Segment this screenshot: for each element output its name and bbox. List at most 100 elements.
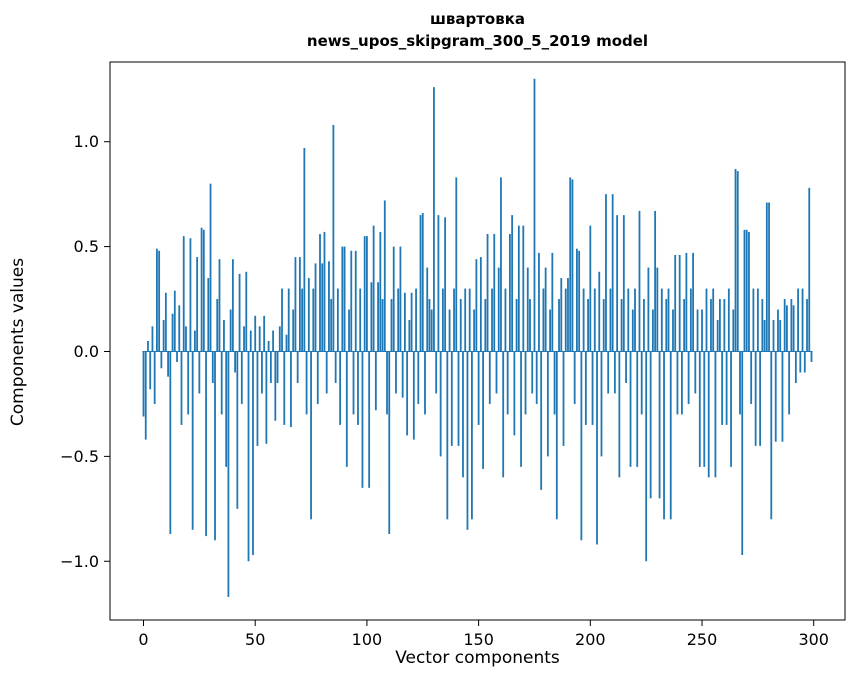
bar [149,351,152,390]
bar [162,320,165,352]
bar [339,351,342,425]
bar [316,351,319,404]
bar [741,351,744,555]
bar [158,250,161,352]
bar [477,351,480,425]
bar [435,351,438,394]
bar [806,299,808,352]
bar [564,288,567,352]
bar [752,288,755,352]
bar [377,282,379,352]
bar [453,288,455,352]
bar [205,351,207,537]
bar [229,309,232,352]
bar [707,351,710,478]
bar [502,351,505,478]
bar [788,351,791,415]
bar [473,309,476,352]
bar [786,305,788,352]
bar [370,282,373,352]
bar [332,124,335,352]
bar [191,351,194,530]
bar [582,288,585,352]
bar [388,351,391,534]
bar [475,259,478,352]
bar [450,351,453,446]
bar [354,250,357,352]
bar [636,351,639,467]
bar [491,288,493,352]
bar [231,259,234,352]
bar [692,252,694,352]
bar [395,351,397,394]
bar [258,326,261,352]
bar [457,351,460,446]
bar [803,351,806,373]
y-axis-label: Components values [8,257,28,427]
bar [202,229,205,352]
bar [185,326,187,352]
bar [725,351,728,425]
bar [672,309,674,352]
x-tick-label: 50 [245,630,265,649]
bar [211,351,214,383]
x-tick-label: 150 [463,630,494,649]
bar [200,227,203,352]
bar [781,351,784,442]
bar [433,87,435,352]
bar [759,351,762,446]
bar [551,252,554,352]
bar [390,299,393,352]
bar [243,326,245,352]
bar [419,215,422,352]
bar [613,351,616,394]
bar [167,351,169,377]
bar [223,320,225,352]
bar [446,351,449,520]
bar [366,236,368,352]
bar [683,299,686,352]
bar [703,351,706,467]
bar [292,309,295,352]
bar [517,225,520,352]
bar [555,351,558,520]
bar [328,261,330,352]
bar [368,351,371,488]
bar [643,299,645,352]
bar [714,351,717,478]
bar [495,351,498,394]
bar [392,246,395,352]
bar [587,299,589,352]
bar [640,351,643,415]
bar [261,351,263,394]
bar [770,351,773,520]
bar [634,288,636,352]
bar [768,202,770,352]
bar [620,299,623,352]
x-axis-label: Vector components [395,648,560,668]
bar [312,288,315,352]
bar [792,305,795,352]
bar [567,278,569,352]
bar [647,267,650,352]
bar [569,177,572,352]
bar [254,315,257,352]
bar [676,351,679,415]
bar [464,288,467,352]
bar [160,351,163,369]
bar [625,351,627,383]
y-tick-label: 0.5 [74,237,99,256]
bar [359,288,362,352]
bar [808,187,811,352]
bar [687,351,690,404]
x-tick-label: 100 [352,630,383,649]
bar [651,309,654,352]
bar [319,234,321,352]
bar [357,351,359,425]
bar [600,351,603,457]
bar [153,351,156,404]
bar [374,351,377,411]
bar [401,351,404,398]
bar [649,351,652,499]
